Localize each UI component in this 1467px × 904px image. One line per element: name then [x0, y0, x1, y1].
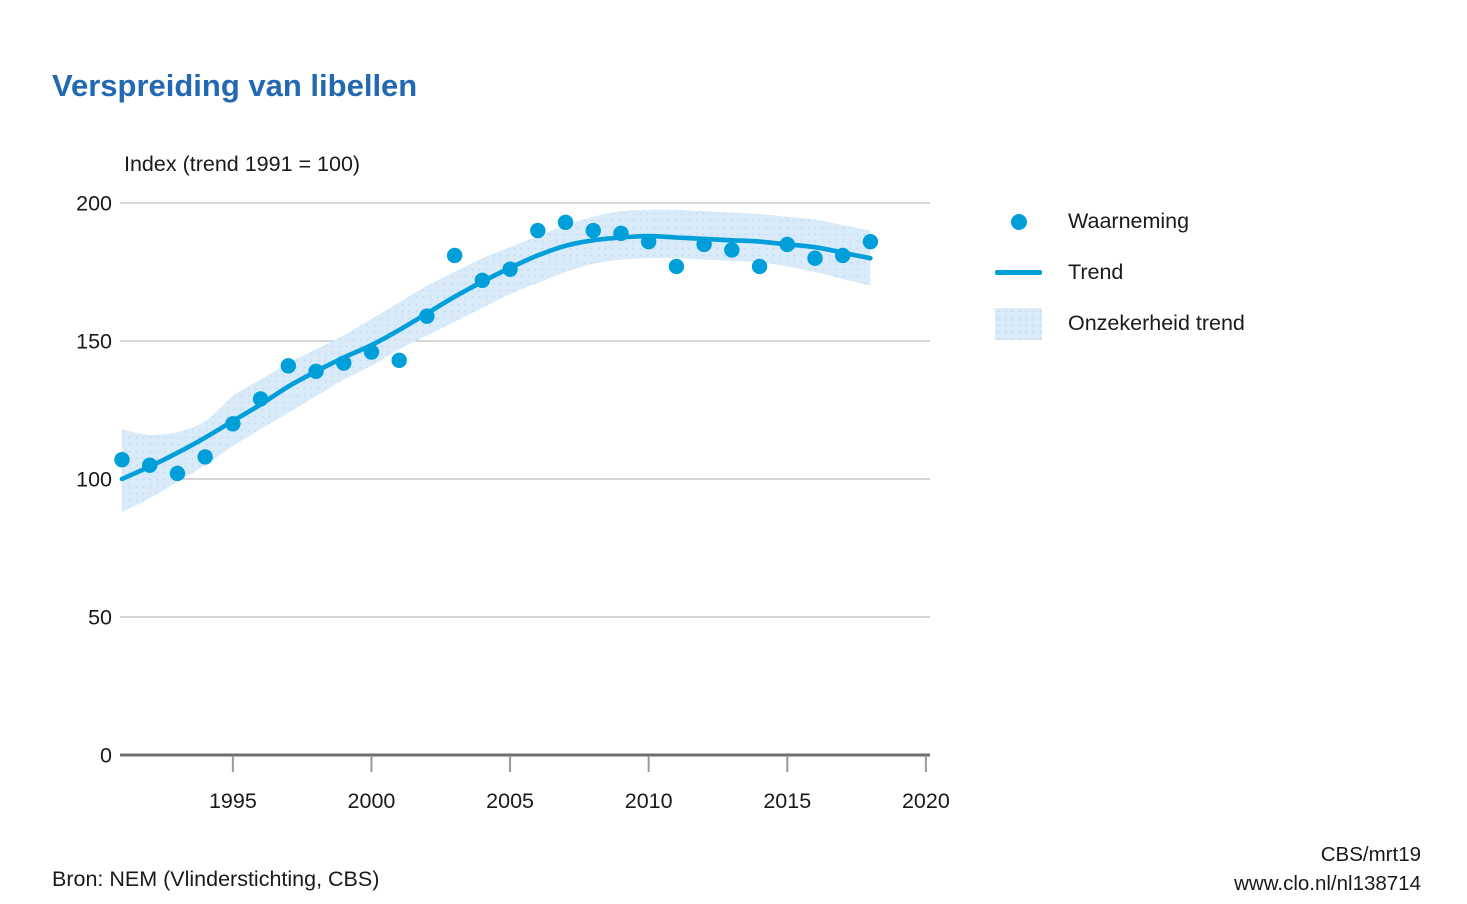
waarneming-dot — [446, 247, 463, 264]
waarneming-dot — [530, 222, 546, 239]
credit-line-1: CBS/mrt19 — [1320, 843, 1421, 866]
waarneming-dot — [502, 261, 518, 277]
page-title: Verspreiding van libellen — [52, 68, 418, 103]
waarneming-dot — [696, 236, 712, 253]
waarneming-dot — [585, 222, 601, 239]
x-tick-label: 2015 — [763, 789, 811, 813]
waarneming-dot — [835, 247, 851, 264]
y-tick-label: 200 — [76, 192, 112, 216]
waarneming-dots — [114, 214, 879, 482]
legend-item-trend: Trend — [995, 247, 1245, 298]
chart-legend: Waarneming Trend Onzekerheid trend — [995, 196, 1245, 349]
waarneming-dot — [807, 250, 823, 266]
waarneming-dot — [308, 363, 324, 380]
trend-line — [119, 233, 873, 482]
y-tick-label: 50 — [88, 606, 112, 630]
waarneming-dot — [613, 225, 629, 242]
waarneming-dot — [419, 308, 435, 324]
credit-text: CBS/mrt19 www.clo.nl/nl138714 — [1234, 840, 1421, 898]
waarneming-dot — [668, 258, 685, 275]
waarneming-dot — [363, 344, 380, 360]
waarneming-dot-icon — [1010, 213, 1027, 230]
y-gridlines — [120, 202, 930, 618]
waarneming-dot — [391, 352, 407, 369]
legend-item-waarneming: Waarneming — [995, 196, 1245, 247]
waarneming-dot — [114, 451, 130, 468]
waarneming-dot — [225, 416, 241, 432]
y-axis-labels: 0 50 100 150 200 — [76, 192, 112, 768]
x-tick-label: 2005 — [486, 789, 534, 813]
source-text: Bron: NEM (Vlinderstichting, CBS) — [52, 867, 380, 891]
legend-label-trend: Trend — [1068, 260, 1124, 284]
legend-label-waarneming: Waarneming — [1068, 209, 1190, 233]
credit-line-2: www.clo.nl/nl138714 — [1234, 872, 1421, 895]
y-tick-label: 100 — [76, 468, 112, 492]
legend-label-onzekerheid: Onzekerheid trend — [1068, 311, 1245, 335]
uncertainty-band-icon — [995, 307, 1042, 340]
chart-subtitle: Index (trend 1991 = 100) — [124, 152, 361, 176]
waarneming-dot — [474, 272, 491, 288]
waarneming-dot — [197, 449, 213, 465]
legend-item-onzekerheid: Onzekerheid trend — [995, 298, 1245, 349]
trend-line-icon — [995, 270, 1042, 275]
x-axis: 1995 2000 2005 2010 2015 2020 — [120, 753, 950, 813]
x-tick-label: 2020 — [902, 789, 950, 813]
waarneming-dot — [724, 242, 740, 258]
x-tick-label: 2000 — [348, 789, 396, 813]
waarneming-dot — [252, 391, 269, 407]
waarneming-dot — [280, 358, 297, 374]
waarneming-dot — [751, 258, 768, 275]
uncertainty-band — [122, 209, 871, 513]
waarneming-dot — [336, 355, 352, 371]
waarneming-dot — [169, 465, 186, 482]
waarneming-dot — [779, 236, 795, 253]
waarneming-dot — [862, 233, 879, 250]
y-tick-label: 150 — [76, 330, 112, 354]
x-tick-label: 1995 — [209, 789, 257, 813]
waarneming-dot — [142, 457, 158, 473]
waarneming-dot — [640, 233, 657, 250]
x-tick-label: 2010 — [625, 789, 673, 813]
waarneming-dot — [557, 214, 574, 231]
y-tick-label: 0 — [100, 744, 112, 768]
